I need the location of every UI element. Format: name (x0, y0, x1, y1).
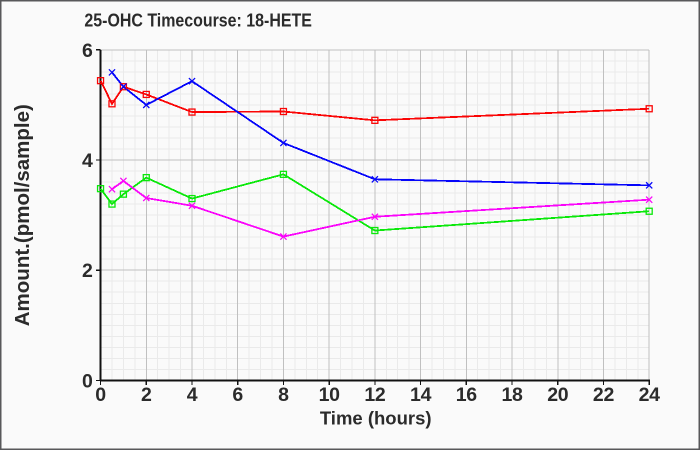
svg-text:16: 16 (456, 384, 478, 406)
svg-text:14: 14 (410, 384, 432, 406)
svg-text:Amount.(pmol/sample): Amount.(pmol/sample) (11, 104, 34, 326)
svg-text:20: 20 (547, 384, 569, 406)
svg-text:Time (hours): Time (hours) (320, 408, 432, 429)
svg-text:10: 10 (319, 384, 341, 406)
svg-text:25-OHC Timecourse: 18-HETE: 25-OHC Timecourse: 18-HETE (84, 10, 312, 31)
svg-text:6: 6 (232, 384, 243, 406)
svg-text:0: 0 (95, 384, 106, 406)
svg-text:2: 2 (141, 384, 152, 406)
svg-text:0: 0 (82, 370, 93, 392)
svg-text:8: 8 (278, 384, 289, 406)
svg-text:2: 2 (82, 260, 93, 282)
svg-text:18: 18 (501, 384, 523, 406)
svg-text:4: 4 (187, 384, 198, 406)
svg-text:4: 4 (82, 150, 93, 172)
svg-text:6: 6 (82, 40, 93, 62)
svg-text:22: 22 (593, 384, 615, 406)
svg-text:12: 12 (364, 384, 386, 406)
svg-text:24: 24 (639, 384, 661, 406)
